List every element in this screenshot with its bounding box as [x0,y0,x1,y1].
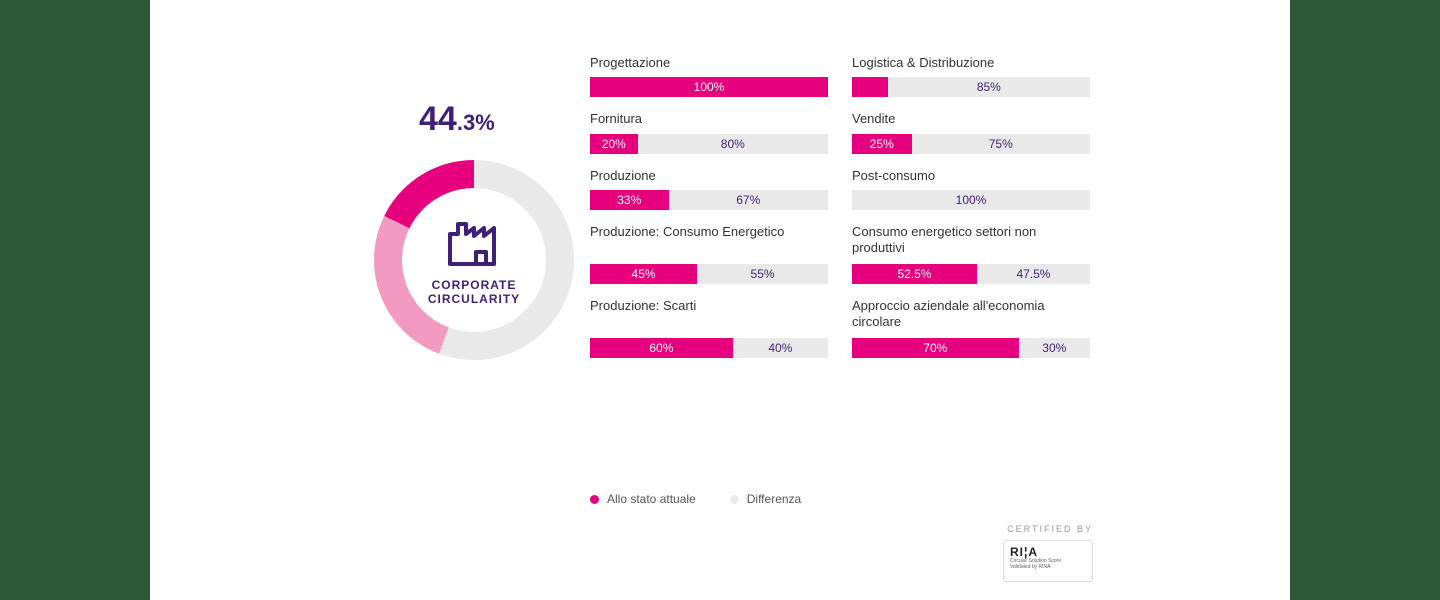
bar-label-actual: 20% [590,134,638,154]
gauge-value: 44.3% [419,100,495,139]
cert-sub2: Validated by RINA [1010,565,1086,571]
gauge-title-line2: CIRCULARITY [428,292,520,306]
bar-label-actual: 45% [590,264,697,284]
bar-title: Logistica & Distribuzione [852,55,1090,71]
bar-title: Produzione [590,168,828,184]
bar-title: Post-consumo [852,168,1090,184]
legend-dot-actual [590,495,599,504]
bar-track: 100% [852,190,1090,210]
gauge-value-main: 44 [419,100,457,138]
bar-label-diff: 47.5% [977,264,1090,284]
side-band-left [0,0,150,600]
bar-track: 20%80% [590,134,828,154]
bar-block: Approccio aziendale all'economia circola… [852,298,1090,358]
bar-title: Consumo energetico settori non produttiv… [852,224,1090,258]
bar-track: 33%67% [590,190,828,210]
bar-track: 100% [590,77,828,97]
bars-grid: Progettazione 100% Logistica & Distribuzio… [590,55,1090,358]
bar-track: 52.5%47.5% [852,264,1090,284]
bar-block: Fornitura 20%80% [590,111,828,153]
cert-logo: RI¦A [1010,545,1086,559]
bar-label-actual: 70% [852,338,1019,358]
bar-block: Produzione: Consumo Energetico 45%55% [590,224,828,284]
bar-label-actual: 25% [852,134,912,154]
bar-block: Consumo energetico settori non produttiv… [852,224,1090,284]
bar-label-diff: 80% [638,134,828,154]
bar-track: 45%55% [590,264,828,284]
bar-label-diff: 75% [912,134,1091,154]
bar-label-diff: 100% [852,190,1090,210]
bar-label-diff: 30% [1019,338,1090,358]
legend-actual-label: Allo stato attuale [607,492,696,506]
bar-title: Progettazione [590,55,828,71]
bar-track: 70%30% [852,338,1090,358]
bar-block: Produzione 33%67% [590,168,828,210]
bar-block: Logistica & Distribuzione 85% [852,55,1090,97]
bar-block: Vendite 25%75% [852,111,1090,153]
bar-label-actual: 33% [590,190,669,210]
gauge: 44.3% CORPORATE CIRCULARITY [359,120,589,360]
side-band-right [1290,0,1440,600]
bar-title: Approccio aziendale all'economia circola… [852,298,1090,332]
bar-label-diff: 55% [697,264,828,284]
bar-track: 85% [852,77,1090,97]
bar-label-actual: 60% [590,338,733,358]
gauge-title: CORPORATE CIRCULARITY [428,278,520,306]
infographic-card: 44.3% CORPORATE CIRCULARITY Progettazion… [335,0,1105,600]
bar-title: Produzione: Consumo Energetico [590,224,828,258]
factory-icon [444,214,504,268]
bar-block: Produzione: Scarti 60%40% [590,298,828,358]
gauge-ring: CORPORATE CIRCULARITY [374,160,574,360]
bar-label-diff: 67% [669,190,828,210]
legend-dot-diff [730,495,739,504]
bar-label-diff: 85% [888,77,1090,97]
bar-track: 25%75% [852,134,1090,154]
bar-block: Progettazione 100% [590,55,828,97]
bar-title: Fornitura [590,111,828,127]
bar-label-actual: 52.5% [852,264,977,284]
legend-diff-label: Differenza [747,492,801,506]
bar-title: Produzione: Scarti [590,298,828,332]
gauge-value-decimal: .3% [457,110,495,135]
cert-badge: RI¦A Circular Solution Score Validated b… [1003,540,1093,582]
bar-label-diff: 40% [733,338,828,358]
gauge-title-line1: CORPORATE [432,278,517,292]
cert-by-label: CERTIFIED BY [1003,524,1093,534]
bar-label-actual: 100% [590,77,828,97]
stage: 44.3% CORPORATE CIRCULARITY Progettazion… [0,0,1440,600]
bar-track: 60%40% [590,338,828,358]
bar-block: Post-consumo 100% [852,168,1090,210]
legend: Allo stato attuale Differenza [590,492,801,506]
cert-block: CERTIFIED BY RI¦A Circular Solution Scor… [1003,524,1093,582]
bar-fill-actual [852,77,888,97]
gauge-ring-inner: CORPORATE CIRCULARITY [402,188,546,332]
bar-title: Vendite [852,111,1090,127]
